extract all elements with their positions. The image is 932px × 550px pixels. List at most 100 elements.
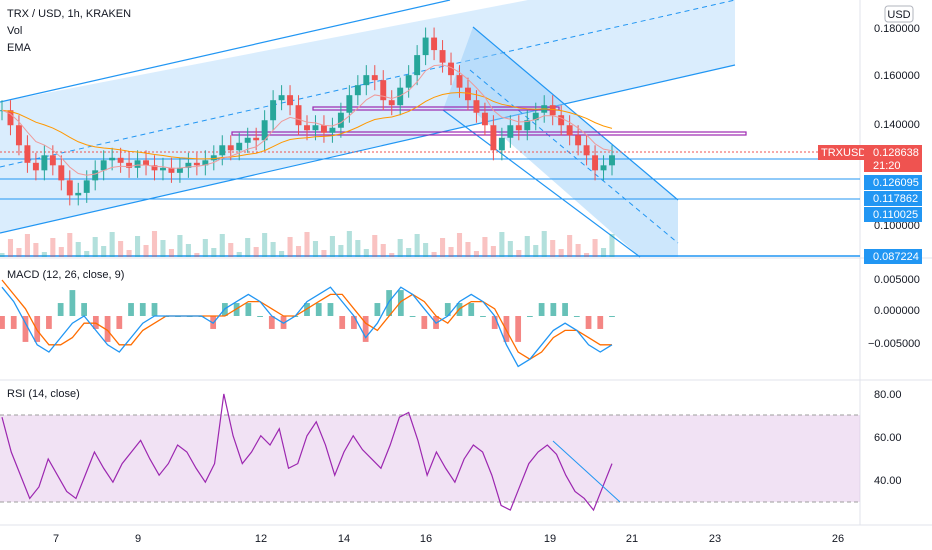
volume-bar [406,248,412,257]
candle-body [151,165,158,171]
time-tick: 19 [544,533,556,545]
candle-body [75,192,82,196]
candle-body [49,155,56,166]
resistance-box-lower[interactable] [231,131,747,136]
ascending-channel-fill [0,0,735,233]
macd-label[interactable]: MACD (12, 26, close, 9) [7,269,124,281]
volume-bar [236,252,242,257]
candle-body [185,162,192,168]
time-tick: 21 [626,533,638,545]
ascending-channel-upper[interactable] [0,0,451,103]
volume-bar [482,237,488,257]
rsi-line [1,393,613,512]
rsi-label[interactable]: RSI (14, close) [7,388,80,400]
volume-bar [118,241,124,257]
volume-bar [338,245,344,257]
candle-body [498,137,505,151]
volume-bar [304,232,310,257]
candle-body [456,75,463,88]
volume-bar [584,253,590,257]
volume-bar [516,250,522,257]
macd-histogram-bar [0,316,5,329]
candle-body [473,100,480,113]
candle-body [312,125,319,131]
current-price-value: 0.128638 [873,147,919,159]
candle-body [448,62,454,76]
rsi-trendline[interactable] [552,440,621,503]
volume-bar [168,249,174,257]
volume-bar [202,239,208,257]
resistance-box-upper[interactable] [312,106,560,111]
candle-body [227,145,234,151]
volume-bar [541,231,547,257]
candle-body [558,115,565,126]
rsi-band [0,415,860,502]
candle-body [126,162,133,168]
macd-pane[interactable] [0,279,615,368]
macd-histogram-bar [527,316,533,317]
volume-bar [143,245,149,257]
candle-body [600,165,607,171]
candle-body [287,95,294,106]
candle-body [100,160,107,171]
macd-histogram-bar [468,303,475,316]
macd-histogram-bar [421,316,428,329]
volume-bar [414,234,420,257]
volume-bar [7,239,14,257]
macd-histogram [0,290,615,342]
ascending-channel-lower[interactable] [0,64,736,234]
time-tick: 12 [255,533,267,545]
candle-body [168,167,175,173]
current-price-countdown: 21:20 [873,160,901,172]
volume-bar [397,239,403,257]
candle-body [261,120,268,141]
candle-body [354,85,361,96]
price-tag-level-2: 0.117862 [864,191,922,206]
ema-label[interactable]: EMA [7,42,32,54]
volume-bar [58,247,64,257]
macd-histogram-bar [609,316,615,317]
volume-bar [567,235,573,257]
candle-body [575,135,582,146]
price-pane[interactable] [0,0,860,258]
volume-bar [101,246,107,257]
svg-text:0.087224: 0.087224 [873,251,919,263]
candle-body [515,125,522,131]
macd-histogram-bar [151,303,158,316]
svg-text:0.126095: 0.126095 [873,177,919,189]
volume-bar [16,248,22,257]
volume-bar [473,251,479,257]
rsi-tick: 60.00 [874,432,902,444]
macd-histogram-bar [92,316,99,329]
candle-body [193,162,200,166]
descending-channel-upper[interactable] [472,26,679,201]
candle-body [270,100,277,121]
currency-badge-label: USD [887,9,910,21]
volume-bar [600,248,607,257]
volume-bar [346,231,352,257]
macd-histogram-bar [10,316,17,329]
time-tick: 14 [338,533,350,545]
volume-bar [219,234,225,257]
macd-histogram-bar [22,316,29,342]
candle-body [431,37,438,51]
price-tag-current: TRXUSD 0.128638 21:20 [818,145,922,172]
volume-bar [211,248,217,257]
candle-body [134,160,141,168]
descending-channel-mid[interactable] [469,69,679,244]
macd-histogram-bar [351,316,357,329]
volume-bar [355,240,361,257]
volume-bar [372,235,378,257]
volume-bar [126,250,132,257]
candle-body [32,162,39,171]
symbol-title[interactable]: TRX / USD, 1h, KRAKEN [7,8,131,20]
rsi-pane[interactable] [0,393,860,512]
macd-histogram-bar [362,316,369,342]
candle-body [83,180,90,193]
price-tag-level-3: 0.110025 [864,207,922,222]
volume-bar [41,252,47,257]
vol-label[interactable]: Vol [7,25,22,37]
currency-badge[interactable] [884,5,914,23]
volume-bar [151,231,158,257]
